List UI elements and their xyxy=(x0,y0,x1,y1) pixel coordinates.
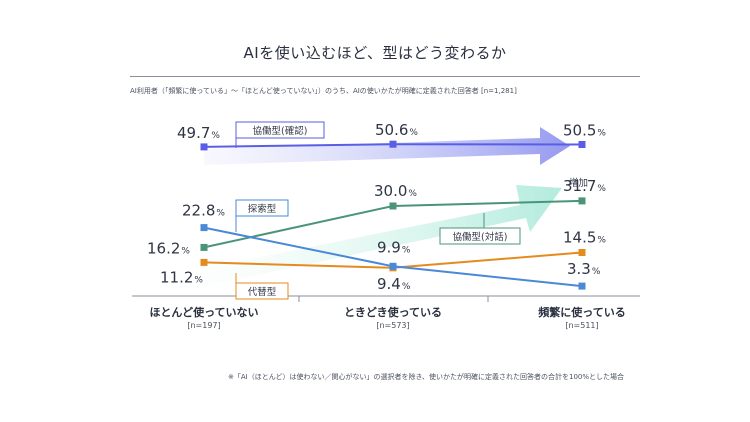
chart-footnote: ※「AI（ほとんど）は使わない／関心がない」の選択者を除き、使いかたが明確に定義… xyxy=(228,373,625,381)
legend-tag-substitute-box xyxy=(235,282,289,300)
data-label-dialogue-1: 30.0% xyxy=(374,182,417,200)
data-label-confirm-2: 50.5% xyxy=(563,122,606,140)
data-point-collab_confirm xyxy=(200,143,208,151)
data-label-explore-2: 3.3% xyxy=(567,260,601,278)
x-category-n: [n=197] xyxy=(187,321,220,330)
data-point-collab_dialogue xyxy=(200,243,208,251)
data-label-explore-0: 22.8% xyxy=(182,202,225,220)
data-label-substitute-1: 9.4% xyxy=(377,275,411,293)
increase-label: 増加 xyxy=(569,177,588,189)
chart-title: AIを使い込むほど、型はどう変わるか xyxy=(243,44,507,62)
data-point-collab_dialogue xyxy=(389,202,397,210)
legend-tag-explore-box xyxy=(235,199,289,217)
x-category-label: ほとんど使っていない xyxy=(149,305,258,319)
chart-subtitle: AI利用者（「頻繁に使っている」〜「ほとんど使っていない」）のうち、AIの使いか… xyxy=(130,87,517,95)
data-point-substitute xyxy=(578,249,586,256)
data-label-confirm-1: 50.6% xyxy=(375,121,418,139)
x-category-label: ときどき使っている xyxy=(344,305,442,319)
data-point-collab_confirm xyxy=(389,140,397,148)
data-point-explore xyxy=(200,224,208,232)
legend-tag-explore: 探索型 xyxy=(248,203,277,215)
x-category-label: 頻繁に使っている xyxy=(538,305,625,319)
x-category-n: [n=511] xyxy=(565,321,598,330)
data-label-dialogue-0: 16.2% xyxy=(147,239,190,257)
legend-tag-collab-dialogue: 協働型(対話) xyxy=(453,231,508,243)
data-point-collab_confirm xyxy=(578,141,586,148)
data-label-confirm-0: 49.7% xyxy=(177,124,220,142)
title-divider xyxy=(130,76,640,77)
data-point-explore xyxy=(578,282,586,290)
legend-tag-collab-confirm-box xyxy=(235,121,325,139)
legend-tag-substitute: 代替型 xyxy=(248,286,277,298)
data-point-explore xyxy=(389,262,397,270)
data-point-substitute xyxy=(200,258,208,266)
dialogue-trend-arrow xyxy=(205,185,562,286)
x-category-n: [n=573] xyxy=(376,321,409,330)
data-label-substitute-2: 14.5% xyxy=(563,229,606,247)
data-point-collab_dialogue xyxy=(578,197,586,205)
confirm-trend-arrow xyxy=(204,127,570,165)
legend-tag-collab-dialogue-box xyxy=(439,227,521,245)
legend-tag-collab-confirm: 協働型(確認) xyxy=(253,125,308,137)
data-label-substitute-0: 11.2% xyxy=(160,268,203,286)
data-label-dialogue-2: 31.7% xyxy=(563,177,606,195)
